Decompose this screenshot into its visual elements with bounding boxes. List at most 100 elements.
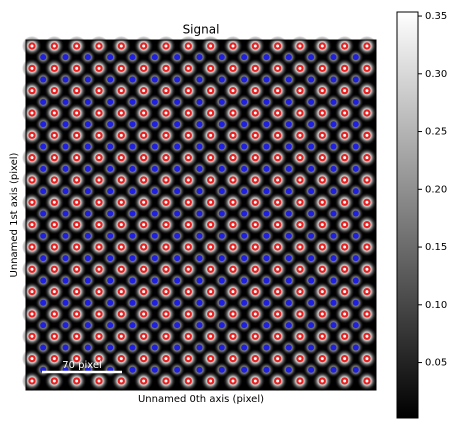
marker-center bbox=[119, 44, 123, 48]
blue-marker bbox=[62, 54, 69, 61]
marker-center bbox=[186, 334, 190, 338]
marker-center bbox=[343, 89, 347, 93]
marker-center bbox=[276, 133, 280, 137]
marker-center bbox=[119, 89, 123, 93]
marker-center bbox=[164, 111, 168, 115]
marker-center bbox=[52, 357, 56, 361]
marker-center bbox=[30, 379, 34, 383]
blue-marker bbox=[241, 54, 248, 61]
marker-center bbox=[320, 156, 324, 160]
marker-center bbox=[320, 223, 324, 227]
marker-center bbox=[52, 312, 56, 316]
y-axis-label: Unnamed 1st axis (pixel) bbox=[9, 152, 20, 277]
blue-marker bbox=[84, 299, 91, 306]
colorbar-tick-label: 0.35 bbox=[425, 11, 447, 22]
blue-marker bbox=[196, 255, 203, 262]
marker-center bbox=[320, 312, 324, 316]
blue-marker bbox=[196, 232, 203, 239]
blue-marker bbox=[263, 210, 270, 217]
blue-marker bbox=[263, 165, 270, 172]
marker-center bbox=[209, 133, 213, 137]
blue-marker bbox=[352, 322, 359, 329]
blue-marker bbox=[308, 277, 315, 284]
marker-center bbox=[142, 44, 146, 48]
blue-marker bbox=[241, 344, 248, 351]
blue-marker bbox=[151, 76, 158, 83]
marker-center bbox=[186, 357, 190, 361]
blue-marker bbox=[308, 232, 315, 239]
marker-center bbox=[142, 290, 146, 294]
blue-marker bbox=[196, 344, 203, 351]
blue-marker bbox=[218, 344, 225, 351]
blue-marker bbox=[62, 98, 69, 105]
blue-marker bbox=[352, 277, 359, 284]
blue-marker bbox=[129, 76, 136, 83]
blue-marker bbox=[129, 165, 136, 172]
blue-marker bbox=[308, 366, 315, 373]
marker-center bbox=[30, 200, 34, 204]
blue-marker bbox=[62, 299, 69, 306]
blue-marker bbox=[151, 344, 158, 351]
marker-center bbox=[276, 267, 280, 271]
blue-marker bbox=[196, 277, 203, 284]
marker-center bbox=[320, 245, 324, 249]
blue-marker bbox=[330, 188, 337, 195]
marker-center bbox=[209, 89, 213, 93]
blue-marker bbox=[196, 98, 203, 105]
marker-center bbox=[365, 200, 369, 204]
blue-marker bbox=[330, 322, 337, 329]
marker-center bbox=[365, 44, 369, 48]
colorbar-tick-label: 0.15 bbox=[425, 242, 447, 253]
marker-center bbox=[209, 44, 213, 48]
marker-center bbox=[320, 267, 324, 271]
marker-center bbox=[343, 178, 347, 182]
marker-center bbox=[231, 312, 235, 316]
marker-center bbox=[231, 245, 235, 249]
blue-marker bbox=[352, 54, 359, 61]
marker-center bbox=[142, 267, 146, 271]
marker-center bbox=[231, 156, 235, 160]
marker-center bbox=[97, 290, 101, 294]
marker-center bbox=[75, 156, 79, 160]
marker-center bbox=[97, 200, 101, 204]
blue-marker bbox=[241, 232, 248, 239]
blue-marker bbox=[84, 232, 91, 239]
marker-center bbox=[30, 357, 34, 361]
blue-marker bbox=[174, 54, 181, 61]
blue-marker bbox=[40, 188, 47, 195]
marker-center bbox=[231, 89, 235, 93]
marker-center bbox=[365, 312, 369, 316]
blue-marker bbox=[352, 188, 359, 195]
marker-center bbox=[186, 178, 190, 182]
marker-center bbox=[276, 290, 280, 294]
blue-marker bbox=[40, 277, 47, 284]
blue-marker bbox=[62, 165, 69, 172]
blue-marker bbox=[241, 76, 248, 83]
blue-marker bbox=[84, 322, 91, 329]
marker-center bbox=[231, 334, 235, 338]
marker-center bbox=[320, 200, 324, 204]
blue-marker bbox=[308, 322, 315, 329]
blue-marker bbox=[174, 255, 181, 262]
marker-center bbox=[186, 156, 190, 160]
marker-center bbox=[231, 66, 235, 70]
marker-center bbox=[164, 156, 168, 160]
blue-marker bbox=[174, 232, 181, 239]
marker-center bbox=[209, 379, 213, 383]
blue-marker bbox=[84, 76, 91, 83]
colorbar-tick-label: 0.25 bbox=[425, 127, 447, 138]
marker-center bbox=[343, 200, 347, 204]
marker-center bbox=[164, 66, 168, 70]
marker-center bbox=[298, 290, 302, 294]
marker-center bbox=[276, 66, 280, 70]
marker-center bbox=[30, 133, 34, 137]
marker-center bbox=[320, 379, 324, 383]
marker-center bbox=[276, 357, 280, 361]
blue-marker bbox=[263, 344, 270, 351]
blue-marker bbox=[196, 165, 203, 172]
blue-marker bbox=[285, 232, 292, 239]
blue-marker bbox=[196, 299, 203, 306]
marker-center bbox=[209, 312, 213, 316]
marker-center bbox=[97, 379, 101, 383]
